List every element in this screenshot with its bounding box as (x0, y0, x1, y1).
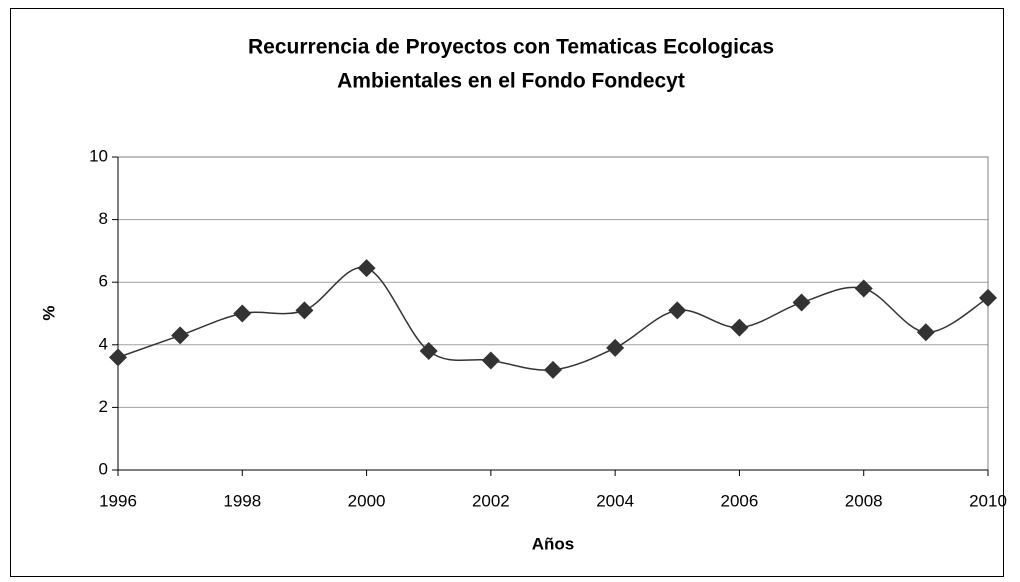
y-tick-label: 0 (99, 459, 108, 478)
y-tick-label: 8 (99, 209, 108, 228)
marker (419, 342, 438, 361)
y-tick-label: 10 (89, 146, 108, 165)
x-tick-label: 2004 (596, 491, 634, 510)
x-tick-label: 2002 (472, 491, 510, 510)
x-tick-label: 2000 (348, 491, 386, 510)
chart-title: Recurrencia de Proyectos con Tematicas E… (248, 36, 774, 59)
x-tick-label: 2010 (969, 491, 1007, 510)
x-axis-title: Años (532, 534, 575, 553)
y-tick-label: 4 (99, 334, 108, 353)
marker (171, 326, 190, 345)
marker (481, 351, 500, 370)
y-axis-title: % (39, 305, 58, 320)
marker (792, 293, 811, 312)
marker (668, 301, 687, 320)
marker (544, 360, 562, 379)
y-tick-label: 6 (99, 272, 108, 291)
x-tick-label: 1998 (223, 491, 261, 510)
marker (295, 301, 314, 320)
marker (979, 288, 997, 307)
marker (109, 348, 127, 367)
marker (854, 279, 873, 298)
marker (357, 259, 376, 278)
chart-title: Ambientales en el Fondo Fondecyt (337, 70, 685, 93)
marker (606, 338, 625, 357)
marker (730, 318, 749, 337)
marker (233, 304, 252, 323)
chart-border (10, 8, 1004, 577)
x-tick-label: 1996 (99, 491, 137, 510)
x-tick-label: 2008 (845, 491, 883, 510)
marker (916, 323, 935, 342)
x-tick-label: 2006 (721, 491, 759, 510)
y-tick-label: 2 (99, 397, 108, 416)
